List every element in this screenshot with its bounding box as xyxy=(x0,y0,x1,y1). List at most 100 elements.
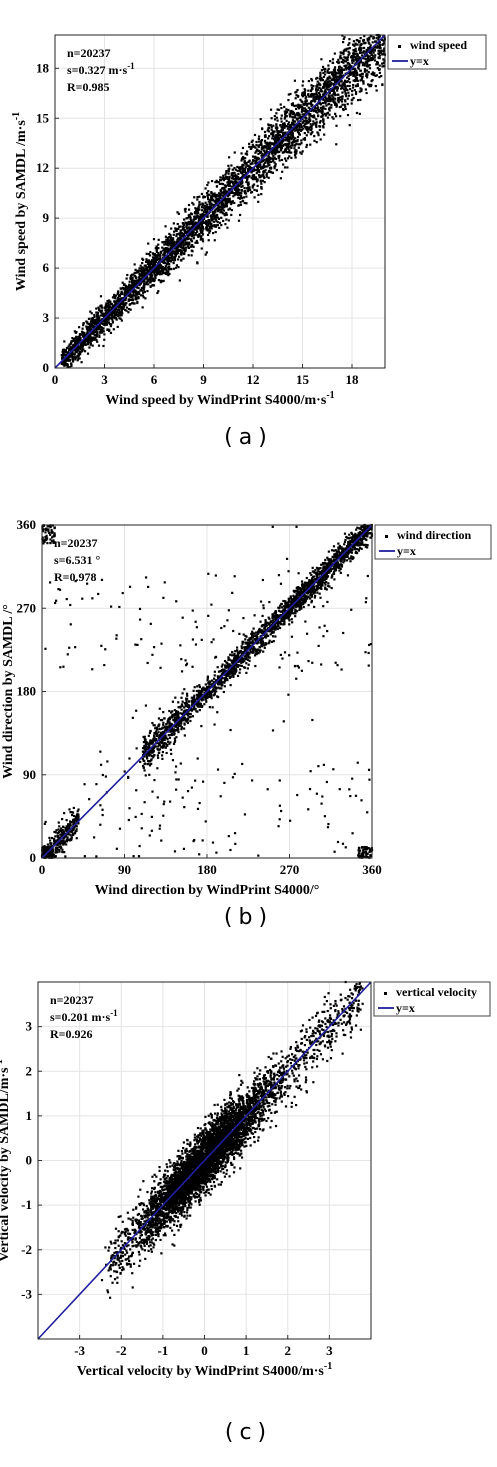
data-point xyxy=(160,268,163,271)
data-point xyxy=(245,187,248,190)
data-point xyxy=(172,261,175,265)
data-point xyxy=(155,273,158,277)
data-point xyxy=(194,228,197,231)
data-point xyxy=(243,161,247,165)
data-point xyxy=(79,337,82,340)
data-point xyxy=(252,177,255,180)
data-point xyxy=(272,130,275,133)
x-tick-label: 6 xyxy=(151,372,158,387)
data-point xyxy=(325,79,328,82)
data-point xyxy=(368,64,371,67)
y-tick-label: 0 xyxy=(43,360,50,375)
data-point xyxy=(197,206,200,209)
data-point xyxy=(149,262,152,265)
data-point xyxy=(296,138,299,142)
data-point xyxy=(326,111,330,115)
data-point xyxy=(209,225,212,228)
data-point xyxy=(164,272,167,276)
data-point xyxy=(77,340,80,344)
data-point xyxy=(176,233,179,236)
data-point xyxy=(200,206,203,209)
data-point xyxy=(155,248,158,252)
data-point xyxy=(151,252,155,255)
data-point xyxy=(180,231,183,235)
data-point xyxy=(90,317,93,320)
data-point xyxy=(187,246,190,249)
data-point xyxy=(208,706,211,709)
data-point xyxy=(333,92,336,95)
data-point xyxy=(210,191,213,194)
data-point xyxy=(100,314,103,317)
data-point xyxy=(337,61,340,65)
data-point xyxy=(137,278,140,282)
data-point xyxy=(303,138,307,141)
data-point xyxy=(151,271,154,274)
data-point xyxy=(75,339,79,343)
data-point xyxy=(264,169,267,172)
data-point xyxy=(155,254,158,257)
data-point xyxy=(206,226,209,229)
data-point xyxy=(342,37,345,41)
data-point xyxy=(167,244,170,247)
data-point xyxy=(69,342,72,346)
data-point xyxy=(206,194,209,197)
x-tick-label: 18 xyxy=(346,372,360,387)
data-point xyxy=(320,115,323,118)
data-point xyxy=(166,240,170,243)
data-point xyxy=(299,143,302,146)
data-point xyxy=(229,180,232,183)
data-point xyxy=(174,724,178,727)
data-point xyxy=(77,347,80,350)
data-point xyxy=(196,216,199,219)
data-point xyxy=(97,306,100,309)
data-point xyxy=(61,817,64,821)
data-point xyxy=(303,91,307,94)
data-point xyxy=(166,249,170,252)
data-point xyxy=(353,79,357,83)
data-point xyxy=(325,97,328,100)
data-point xyxy=(346,88,349,92)
data-point xyxy=(184,210,187,213)
data-point xyxy=(193,215,196,218)
data-point xyxy=(280,158,284,162)
data-point xyxy=(184,207,187,211)
data-point xyxy=(362,80,365,83)
data-point xyxy=(88,326,91,329)
data-point xyxy=(205,221,208,225)
data-point xyxy=(284,131,287,134)
data-point xyxy=(340,87,343,90)
data-point xyxy=(120,319,123,322)
data-point xyxy=(302,92,305,95)
data-point xyxy=(135,296,138,299)
data-point xyxy=(89,342,93,345)
data-point xyxy=(291,133,294,136)
data-point xyxy=(183,727,186,730)
data-point xyxy=(323,73,327,76)
data-point xyxy=(207,689,210,693)
data-point xyxy=(383,47,386,50)
data-point xyxy=(342,68,345,71)
data-point xyxy=(262,170,265,173)
data-point xyxy=(237,191,240,194)
data-point xyxy=(224,200,228,203)
data-point xyxy=(256,156,259,159)
caption-a: (a) xyxy=(224,425,273,450)
data-point xyxy=(375,37,378,40)
data-point xyxy=(255,631,258,634)
data-point xyxy=(298,126,301,129)
data-point xyxy=(275,116,278,119)
data-point xyxy=(89,327,92,331)
data-point xyxy=(310,128,313,132)
data-point xyxy=(325,100,328,103)
data-point xyxy=(316,94,319,97)
data-point xyxy=(351,93,354,96)
data-point xyxy=(119,292,122,295)
data-point xyxy=(141,277,144,280)
data-point xyxy=(171,241,174,244)
data-point xyxy=(377,49,380,52)
data-point xyxy=(192,203,195,206)
data-point xyxy=(352,56,355,59)
data-point xyxy=(296,130,300,134)
data-point xyxy=(265,145,268,148)
data-point xyxy=(360,547,363,550)
